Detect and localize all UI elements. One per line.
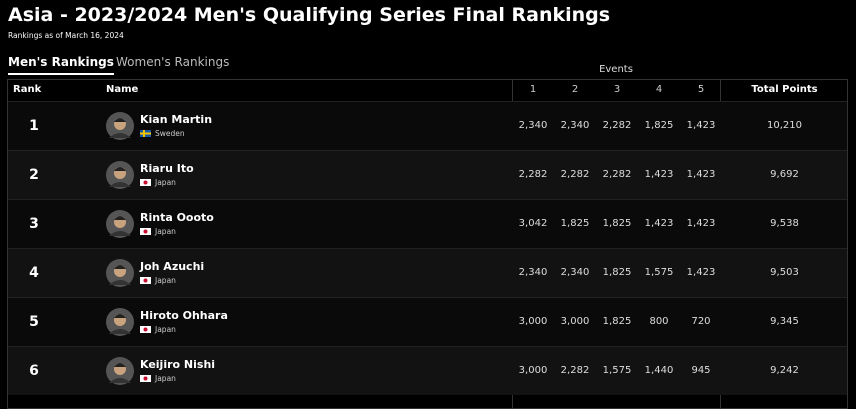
column-header: 1	[529, 84, 537, 95]
event-points: 3,042	[518, 218, 548, 229]
event-points: 1,423	[686, 218, 716, 229]
event-points: 2,340	[560, 267, 590, 278]
total-points: 9,692	[770, 169, 799, 180]
column-header: 4	[655, 84, 663, 95]
total-points: 9,242	[770, 365, 799, 376]
rank: 5	[29, 314, 39, 330]
table-row[interactable]: 5 Hiroto Ohhara Japan 3,000 3,000 1,825 800 720…	[8, 297, 847, 346]
column-header: Total Points	[751, 84, 818, 95]
player-name[interactable]: Kian Martin	[140, 113, 213, 126]
country: Japan	[155, 178, 176, 187]
event-points: 2,282	[518, 169, 548, 180]
page-title: Asia - 2023/2024 Men's Qualifying Series…	[8, 4, 611, 26]
event-points: 3,000	[518, 365, 548, 376]
country: Japan	[155, 374, 176, 383]
rank: 1	[29, 118, 39, 134]
country: Japan	[155, 325, 176, 334]
column-header: 2	[571, 84, 579, 95]
event-points: 1,423	[686, 267, 716, 278]
column-header: Name	[106, 84, 139, 95]
rankings-table: Rank Name 1 2 3 4 5 Total Points 1 Kian Martin Swe…	[7, 79, 848, 409]
flag	[140, 228, 151, 235]
tab[interactable]: Women's Rankings	[116, 55, 230, 69]
total-points: 9,503	[770, 267, 799, 278]
event-points: 2,282	[602, 169, 632, 180]
event-points: 1,825	[602, 316, 632, 327]
avatar	[106, 357, 134, 385]
flag	[140, 375, 151, 382]
total-points: 9,345	[770, 316, 799, 327]
total-points: 9,538	[770, 218, 799, 229]
table-row[interactable]: 6 Keijiro Nishi Japan 3,000 2,282 1,575 1,440 9…	[8, 346, 847, 395]
event-points: 1,575	[602, 365, 632, 376]
event-points: 1,825	[602, 267, 632, 278]
column-header: Rank	[13, 84, 42, 95]
event-points: 2,340	[518, 120, 548, 131]
avatar	[106, 259, 134, 287]
table-row[interactable]: 2 Riaru Ito Japan 2,282 2,282 2,282 1,423 1,423…	[8, 150, 847, 199]
rank: 3	[29, 216, 39, 232]
tab-active[interactable]: Men's Rankings	[8, 55, 114, 75]
flag	[140, 326, 151, 333]
rank: 4	[29, 265, 39, 281]
event-points: 1,825	[644, 120, 674, 131]
column-header: 3	[613, 84, 621, 95]
event-points: 1,575	[644, 267, 674, 278]
event-points: 1,423	[644, 169, 674, 180]
column-header: 5	[697, 84, 705, 95]
flag	[140, 179, 151, 186]
rank: 2	[29, 167, 39, 183]
group-label: Events	[599, 64, 633, 75]
total-points: 10,210	[767, 120, 802, 131]
page: Asia - 2023/2024 Men's Qualifying Series…	[7, 4, 848, 409]
event-points: 1,825	[560, 218, 590, 229]
avatar	[106, 161, 134, 189]
event-points: 800	[649, 316, 669, 327]
event-points: 1,825	[602, 218, 632, 229]
subtitle: Rankings as of March 16, 2024	[8, 31, 124, 40]
player-name[interactable]: Rinta Oooto	[140, 211, 214, 224]
player-name[interactable]: Hiroto Ohhara	[140, 309, 228, 322]
player-name[interactable]: Joh Azuchi	[140, 260, 205, 273]
event-points: 3,000	[518, 316, 548, 327]
country: Japan	[155, 276, 176, 285]
event-points: 945	[691, 365, 711, 376]
country: Sweden	[155, 129, 185, 138]
table-row[interactable]: 4 Joh Azuchi Japan 2,340 2,340 1,825 1,575 1,42…	[8, 248, 847, 297]
event-points: 1,423	[644, 218, 674, 229]
event-points: 2,282	[560, 169, 590, 180]
event-points: 2,282	[602, 120, 632, 131]
avatar	[106, 210, 134, 238]
table-row[interactable]: 3 Rinta Oooto Japan 3,042 1,825 1,825 1,423 1,4…	[8, 199, 847, 248]
event-points: 1,423	[686, 169, 716, 180]
event-points: 2,340	[518, 267, 548, 278]
rank: 6	[29, 363, 39, 379]
event-points: 2,282	[560, 365, 590, 376]
avatar	[106, 308, 134, 336]
event-points: 1,440	[644, 365, 674, 376]
player-name[interactable]: Riaru Ito	[140, 162, 194, 175]
event-points: 720	[691, 316, 711, 327]
flag	[140, 130, 151, 137]
event-points: 3,000	[560, 316, 590, 327]
country: Japan	[155, 227, 176, 236]
event-points: 2,340	[560, 120, 590, 131]
flag	[140, 277, 151, 284]
table-row[interactable]: 1 Kian Martin Sweden 2,340 2,340 2,282 1,825 1,…	[8, 101, 847, 150]
player-name[interactable]: Keijiro Nishi	[140, 358, 216, 371]
avatar	[106, 112, 134, 140]
event-points: 1,423	[686, 120, 716, 131]
